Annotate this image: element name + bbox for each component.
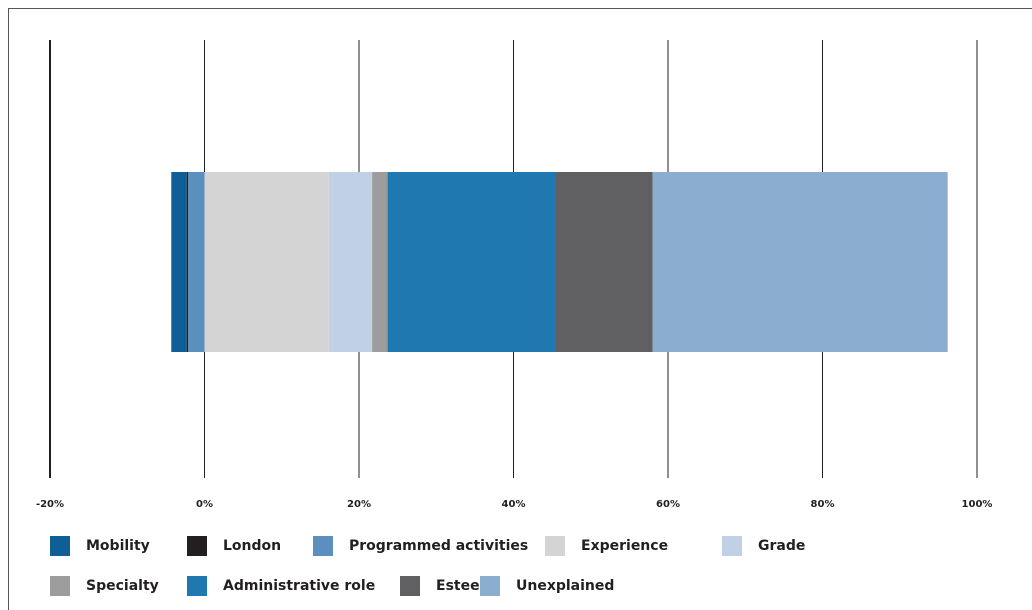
legend-swatch (400, 576, 420, 596)
x-tick-label: -20% (36, 499, 64, 510)
bar-segment (204, 172, 329, 352)
bar-segment (328, 172, 373, 352)
legend-swatch (313, 536, 333, 556)
legend-swatch (50, 576, 70, 596)
bar-segment (372, 172, 388, 352)
x-tick-label: 0% (196, 499, 213, 510)
legend-label: Grade (758, 538, 805, 554)
legend-swatch (187, 576, 207, 596)
bar-segment (387, 172, 556, 352)
legend-label: Unexplained (516, 578, 614, 594)
bar-segment (171, 172, 187, 352)
bar-segment (652, 172, 948, 352)
bar-segment (555, 172, 653, 352)
x-tick-label: 100% (962, 499, 993, 510)
legend-label: Programmed activities (349, 538, 528, 554)
x-tick-label: 20% (347, 499, 371, 510)
legend-swatch (722, 536, 742, 556)
legend-label: Specialty (86, 578, 159, 594)
legend-label: Mobility (86, 538, 150, 554)
legend-label: London (223, 538, 281, 554)
x-tick-label: 40% (502, 499, 526, 510)
x-tick-label: 60% (656, 499, 680, 510)
frame (8, 8, 1032, 610)
legend-label: Administrative role (223, 578, 375, 594)
legend-swatch (187, 536, 207, 556)
bar-segment (186, 172, 189, 352)
legend-swatch (545, 536, 565, 556)
legend-swatch (50, 536, 70, 556)
legend-label: Experience (581, 538, 668, 554)
x-tick-label: 80% (811, 499, 835, 510)
legend-swatch (480, 576, 500, 596)
legend-label: Esteem (436, 578, 494, 594)
bar-segment (188, 172, 205, 352)
